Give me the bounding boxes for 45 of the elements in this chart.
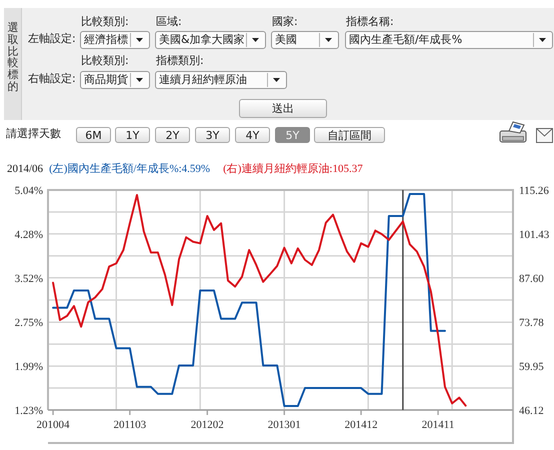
y2-tick-label: 73.78: [519, 316, 544, 329]
dropdown: 商品期貨: [80, 71, 150, 89]
text: 比較類別:: [81, 54, 129, 68]
y2-tick-label: 59.95: [519, 360, 544, 373]
x-tick-label: 201301: [268, 419, 301, 431]
text: 右軸設定:: [28, 72, 76, 86]
text: 選取比較標的: [7, 21, 19, 93]
x-tick-label: 201004: [36, 419, 70, 431]
dropdown: 經濟指標: [80, 31, 150, 49]
text: 比較類別:: [81, 15, 129, 29]
button: 2Y: [155, 127, 190, 143]
text: 左軸設定:: [28, 32, 76, 46]
x-tick-label: 201412: [344, 419, 378, 431]
y-tick-label: 5.04%: [14, 185, 43, 197]
button: 6M: [76, 127, 111, 143]
y-tick-label: 1.23%: [14, 405, 43, 417]
x-tick-label: 201202: [190, 419, 224, 431]
text: 區域:: [156, 15, 182, 29]
chart-title: 2014/06: [7, 163, 44, 175]
y2-tick-label: 115.26: [519, 185, 550, 197]
y2-tick-label: 101.43: [519, 229, 550, 242]
button: 4Y: [235, 127, 270, 143]
y2-tick-label: 87.60: [519, 273, 544, 286]
dropdown: 美國&加拿大國家: [155, 31, 266, 49]
text: (右)連續月紐約輕原油:105.37: [223, 162, 364, 175]
button: 1Y: [115, 127, 150, 143]
y-tick-label: 3.52%: [14, 272, 43, 285]
dropdown: 國內生產毛額/年成長%: [345, 31, 553, 49]
button: 3Y: [195, 127, 230, 143]
text: 指標類別:: [156, 54, 204, 68]
button: 5Y: [275, 127, 310, 143]
button: 送出: [239, 99, 327, 118]
button: 自訂區間: [314, 127, 385, 143]
y-tick-label: 4.28%: [14, 228, 43, 241]
x-tick-label: 201411: [422, 419, 454, 431]
x-tick-label: 201103: [114, 419, 147, 431]
dropdown: 美國: [271, 31, 339, 49]
text: 請選擇天數: [6, 127, 61, 141]
y-tick-label: 1.99%: [14, 361, 43, 374]
dropdown: 連續月紐約輕原油: [155, 71, 287, 89]
text: (左)國內生產毛額/年成長%:4.59%: [49, 162, 210, 175]
y-tick-label: 2.75%: [14, 317, 43, 330]
y2-tick-label: 46.12: [519, 405, 544, 417]
text: 國家:: [272, 15, 298, 29]
text: 指標名稱:: [346, 15, 394, 29]
